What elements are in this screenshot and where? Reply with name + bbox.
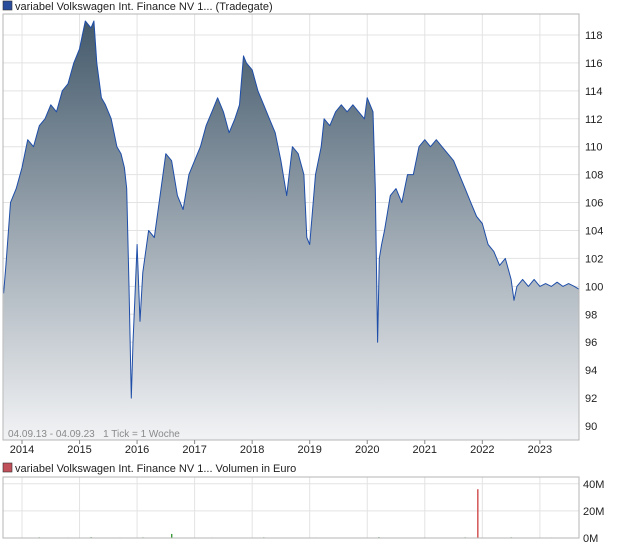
volume-y-tick-label: 40M [583,479,604,491]
legend-label-volume: variabel Volkswagen Int. Finance NV 1...… [15,463,296,475]
x-tick-label: 2015 [67,444,91,456]
volume-y-tick-label: 20M [583,506,604,518]
y-tick-label: 112 [585,114,603,126]
legend-swatch-volume [2,462,13,473]
y-tick-label: 110 [585,142,603,154]
x-tick-label: 2021 [413,444,437,456]
price-area-layer [3,20,580,440]
volume-grid [3,477,579,539]
x-tick-label: 2014 [10,444,34,456]
x-tick-label: 2018 [240,444,264,456]
y-tick-label: 92 [585,393,597,405]
x-tick-label: 2017 [182,444,206,456]
y-tick-label: 114 [585,86,603,98]
y-tick-label: 106 [585,198,603,210]
y-tick-label: 90 [585,421,597,433]
y-tick-label: 96 [585,337,597,349]
y-tick-label: 116 [585,58,603,70]
y-tick-label: 118 [585,30,603,42]
x-tick-label: 2022 [470,444,494,456]
chart-note: 04.09.13 - 04.09.23 1 Tick = 1 Woche [8,429,180,440]
volume-bar [170,533,173,538]
y-tick-label: 100 [585,281,603,293]
price-line [3,20,580,399]
y-tick-label: 94 [585,365,597,377]
legend-swatch-price [2,0,13,11]
volume-y-tick-label: 0M [583,533,598,545]
x-tick-label: 2020 [355,444,379,456]
x-tick-label: 2023 [528,444,552,456]
y-tick-label: 104 [585,225,603,237]
y-tick-label: 108 [585,170,603,182]
x-tick-label: 2019 [297,444,321,456]
volume-bars [38,489,553,538]
volume-y-axis: 40M 20M 0M [583,479,604,545]
volume-bar [477,489,479,538]
volume-plot-frame [2,476,580,539]
x-tick-label: 2016 [125,444,149,456]
legend-label-price: variabel Volkswagen Int. Finance NV 1...… [15,1,273,13]
price-area [3,21,580,440]
y-tick-label: 98 [585,309,597,321]
main-y-axis: 90 92 94 96 98 100 102 104 106 108 110 112 114 116 118 [585,30,603,433]
main-x-axis: 2014 2015 2016 2017 2018 2019 2020 2021 2022 2023 [10,440,552,456]
main-plot-frame [2,13,580,441]
y-tick-label: 102 [585,253,603,265]
